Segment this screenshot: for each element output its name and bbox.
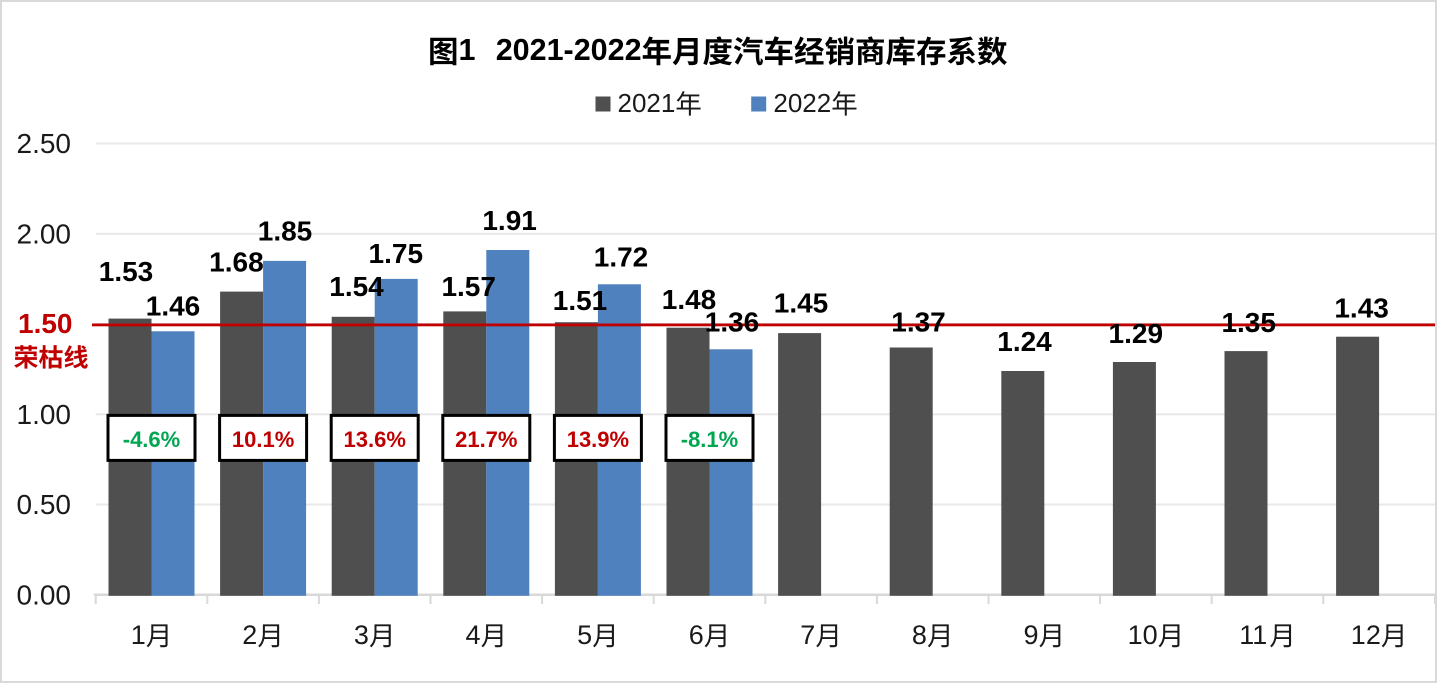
svg-text:1.72: 1.72 — [594, 241, 649, 272]
svg-text:8: 8 — [912, 620, 927, 650]
svg-text:12: 12 — [1351, 620, 1381, 650]
svg-text:1.46: 1.46 — [146, 291, 201, 322]
svg-text:1.54: 1.54 — [329, 271, 384, 302]
svg-text:5: 5 — [577, 620, 592, 650]
svg-text:13.6%: 13.6% — [344, 427, 406, 452]
svg-text:10.1%: 10.1% — [232, 427, 294, 452]
svg-text:1.48: 1.48 — [662, 284, 717, 315]
svg-text:2.00: 2.00 — [17, 219, 72, 250]
svg-text:-8.1%: -8.1% — [681, 427, 738, 452]
svg-text:2021-2022: 2021-2022 — [496, 33, 642, 67]
svg-text:13.9%: 13.9% — [567, 427, 629, 452]
svg-text:1.36: 1.36 — [705, 306, 760, 337]
svg-text:1.35: 1.35 — [1221, 307, 1276, 338]
svg-text:10: 10 — [1128, 620, 1158, 650]
svg-text:1.57: 1.57 — [441, 271, 496, 302]
svg-text:7: 7 — [800, 620, 815, 650]
svg-text:21.7%: 21.7% — [455, 427, 517, 452]
svg-text:0.50: 0.50 — [17, 489, 72, 520]
svg-text:4: 4 — [466, 620, 481, 650]
svg-text:1: 1 — [131, 620, 146, 650]
svg-text:1.68: 1.68 — [209, 247, 264, 278]
svg-text:1.53: 1.53 — [99, 256, 154, 287]
svg-text:1.50: 1.50 — [18, 308, 73, 339]
svg-text:2: 2 — [242, 620, 257, 650]
svg-text:1.43: 1.43 — [1334, 293, 1389, 324]
svg-text:9: 9 — [1024, 620, 1039, 650]
svg-text:3: 3 — [354, 620, 369, 650]
svg-text:2022: 2022 — [773, 88, 831, 118]
svg-text:1.29: 1.29 — [1109, 318, 1164, 349]
svg-text:1.37: 1.37 — [891, 306, 946, 337]
svg-text:-4.6%: -4.6% — [123, 427, 180, 452]
svg-text:1.91: 1.91 — [482, 205, 537, 236]
svg-text:0.00: 0.00 — [17, 580, 72, 611]
svg-text:1.00: 1.00 — [17, 399, 72, 430]
svg-text:1.24: 1.24 — [997, 326, 1052, 357]
svg-text:1.75: 1.75 — [369, 238, 424, 269]
svg-text:11: 11 — [1239, 620, 1267, 650]
svg-text:2021: 2021 — [618, 88, 676, 118]
svg-text:1.85: 1.85 — [258, 216, 313, 247]
svg-text:6: 6 — [689, 620, 704, 650]
svg-text:1.45: 1.45 — [774, 288, 829, 319]
svg-text:1: 1 — [459, 33, 476, 67]
svg-text:1.51: 1.51 — [553, 285, 608, 316]
svg-text:2.50: 2.50 — [17, 128, 72, 159]
